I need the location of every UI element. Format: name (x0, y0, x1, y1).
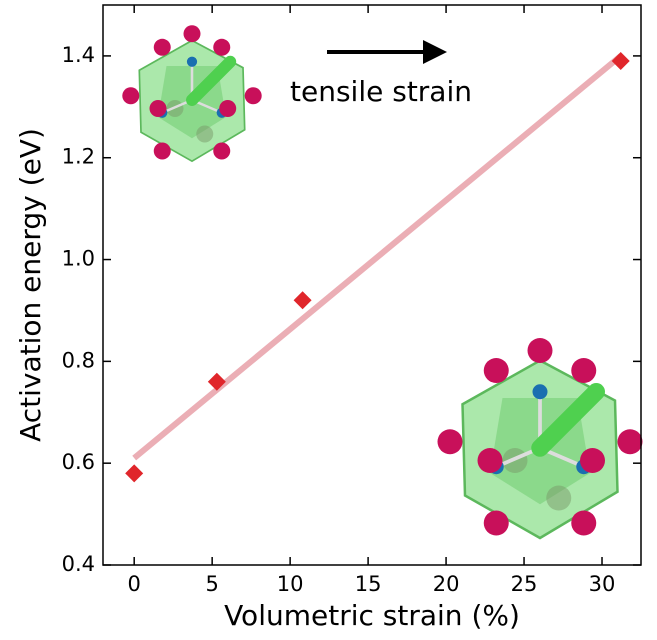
data-point (611, 52, 630, 70)
x-tick-label: 15 (355, 572, 382, 596)
data-point (125, 464, 144, 483)
y-axis-label: Activation energy (eV) (14, 128, 47, 442)
y-tick-label: 0.4 (62, 552, 95, 576)
plot-frame (102, 4, 642, 566)
fit-line (132, 53, 623, 461)
data-point (207, 372, 226, 391)
x-tick-label: 5 (205, 572, 218, 596)
data-point (293, 291, 312, 310)
x-axis-label: Volumetric strain (%) (224, 599, 520, 632)
y-tick-label: 1.0 (62, 247, 95, 271)
x-tick-label: 30 (589, 572, 616, 596)
y-tick-label: 1.4 (62, 43, 95, 67)
y-tick-label: 1.2 (62, 145, 95, 169)
y-tick-label: 0.6 (62, 450, 95, 474)
cluster-illustration (122, 25, 261, 161)
cluster-illustration (438, 338, 643, 538)
x-tick-label: 20 (433, 572, 460, 596)
x-tick-label: 10 (277, 572, 304, 596)
annotation: tensile strain (290, 75, 472, 108)
y-tick-label: 0.8 (62, 348, 95, 372)
x-tick-label: 0 (128, 572, 141, 596)
x-tick-label: 25 (511, 572, 538, 596)
